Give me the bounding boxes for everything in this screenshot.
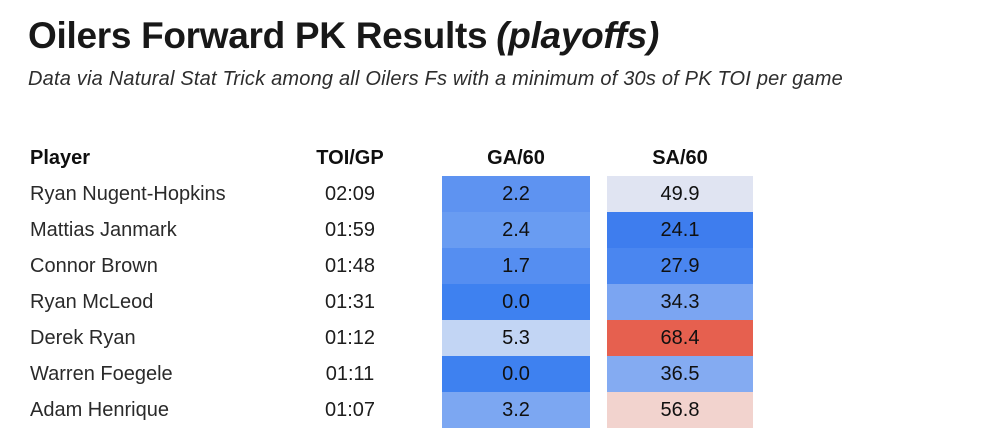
sa60-heat-cell: 68.4 <box>607 320 753 356</box>
ga60-heat-cell: 0.0 <box>442 284 590 320</box>
column-header-player: Player <box>30 147 91 169</box>
player-name-cell: Connor Brown <box>30 254 158 277</box>
infographic: Oilers Forward PK Results (playoffs) Data… <box>0 13 998 443</box>
toi-gp-cell: 01:07 <box>324 398 376 421</box>
page-title: Oilers Forward PK Results (playoffs) <box>28 13 998 59</box>
toi-gp-cell: 01:12 <box>324 326 376 349</box>
sa60-heat-cell: 36.5 <box>607 356 753 392</box>
table-row: Adam Henrique 01:07 3.2 56.8 <box>30 392 998 428</box>
toi-gp-cell: 01:59 <box>324 218 376 241</box>
table-row: Ryan McLeod 01:31 0.0 34.3 <box>30 284 998 320</box>
toi-gp-cell: 02:09 <box>324 182 376 205</box>
table-row: Ryan Nugent-Hopkins 02:09 2.2 49.9 <box>30 176 998 212</box>
data-source-subtitle: Data via Natural Stat Trick among all Oi… <box>28 68 843 90</box>
table-row: Warren Foegele 01:11 0.0 36.5 <box>30 356 998 392</box>
ga60-heat-cell: 5.3 <box>442 320 590 356</box>
toi-gp-cell: 01:11 <box>325 362 375 385</box>
page-title-main: Oilers Forward PK Results <box>28 15 488 56</box>
player-name-cell: Ryan Nugent-Hopkins <box>30 182 226 205</box>
ga60-heat-cell: 0.0 <box>442 356 590 392</box>
sa60-heat-cell: 49.9 <box>607 176 753 212</box>
ga60-heat-cell: 3.2 <box>442 392 590 428</box>
sa60-heat-cell: 24.1 <box>607 212 753 248</box>
player-name-cell: Derek Ryan <box>30 326 136 349</box>
table-header-row: Player TOI/GP GA/60 SA/60 <box>30 147 998 176</box>
ga60-heat-cell: 1.7 <box>442 248 590 284</box>
sa60-heat-cell: 27.9 <box>607 248 753 284</box>
player-name-cell: Ryan McLeod <box>30 290 154 313</box>
column-header-ga60: GA/60 <box>487 147 545 169</box>
pk-results-table: Player TOI/GP GA/60 SA/60 Ryan Nugent-Ho… <box>30 147 998 428</box>
player-name-cell: Adam Henrique <box>30 398 169 421</box>
sa60-heat-cell: 56.8 <box>607 392 753 428</box>
toi-gp-cell: 01:31 <box>324 290 376 313</box>
table-row: Connor Brown 01:48 1.7 27.9 <box>30 248 998 284</box>
player-name-cell: Warren Foegele <box>30 362 173 385</box>
ga60-heat-cell: 2.2 <box>442 176 590 212</box>
player-name-cell: Mattias Janmark <box>30 218 177 241</box>
toi-gp-cell: 01:48 <box>324 254 376 277</box>
page-title-playoffs-label: (playoffs) <box>496 15 660 56</box>
ga60-heat-cell: 2.4 <box>442 212 590 248</box>
sa60-heat-cell: 34.3 <box>607 284 753 320</box>
column-header-sa60: SA/60 <box>652 147 708 169</box>
table-body: Ryan Nugent-Hopkins 02:09 2.2 49.9 Mattias J… <box>30 176 998 428</box>
column-header-toi-gp: TOI/GP <box>316 147 384 169</box>
table-row: Derek Ryan 01:12 5.3 68.4 <box>30 320 998 356</box>
table-row: Mattias Janmark 01:59 2.4 24.1 <box>30 212 998 248</box>
